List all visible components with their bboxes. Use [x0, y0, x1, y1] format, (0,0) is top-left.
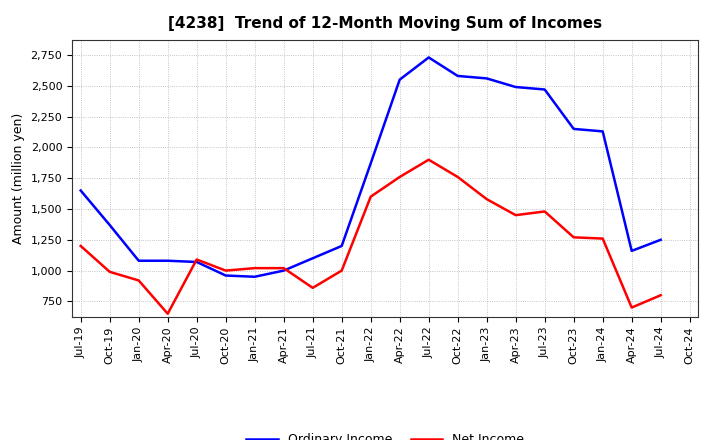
Net Income — [192, 257, 201, 262]
Net Income — [570, 235, 578, 240]
Ordinary Income — [395, 77, 404, 82]
Ordinary Income — [657, 237, 665, 242]
Net Income — [279, 265, 288, 271]
Net Income — [221, 268, 230, 273]
Net Income — [395, 174, 404, 180]
Ordinary Income — [338, 243, 346, 249]
Net Income — [657, 293, 665, 298]
Ordinary Income — [454, 73, 462, 79]
Ordinary Income — [598, 129, 607, 134]
Line: Ordinary Income: Ordinary Income — [81, 58, 661, 277]
Ordinary Income — [570, 126, 578, 132]
Ordinary Income — [511, 84, 520, 90]
Ordinary Income — [163, 258, 172, 264]
Legend: Ordinary Income, Net Income: Ordinary Income, Net Income — [241, 429, 529, 440]
Net Income — [135, 278, 143, 283]
Ordinary Income — [135, 258, 143, 264]
Ordinary Income — [192, 259, 201, 264]
Line: Net Income: Net Income — [81, 160, 661, 314]
Net Income — [454, 174, 462, 180]
Ordinary Income — [221, 273, 230, 278]
Net Income — [251, 265, 259, 271]
Ordinary Income — [105, 222, 114, 227]
Net Income — [511, 213, 520, 218]
Net Income — [627, 305, 636, 310]
Ordinary Income — [482, 76, 491, 81]
Ordinary Income — [308, 256, 317, 261]
Net Income — [482, 197, 491, 202]
Net Income — [541, 209, 549, 214]
Ordinary Income — [424, 55, 433, 60]
Ordinary Income — [366, 161, 375, 166]
Net Income — [163, 311, 172, 316]
Y-axis label: Amount (million yen): Amount (million yen) — [12, 113, 25, 244]
Net Income — [424, 157, 433, 162]
Ordinary Income — [76, 188, 85, 193]
Net Income — [366, 194, 375, 199]
Net Income — [76, 243, 85, 249]
Net Income — [338, 268, 346, 273]
Ordinary Income — [627, 248, 636, 253]
Ordinary Income — [251, 274, 259, 279]
Ordinary Income — [279, 268, 288, 273]
Net Income — [308, 285, 317, 290]
Title: [4238]  Trend of 12-Month Moving Sum of Incomes: [4238] Trend of 12-Month Moving Sum of I… — [168, 16, 602, 32]
Net Income — [105, 269, 114, 275]
Ordinary Income — [541, 87, 549, 92]
Net Income — [598, 236, 607, 241]
